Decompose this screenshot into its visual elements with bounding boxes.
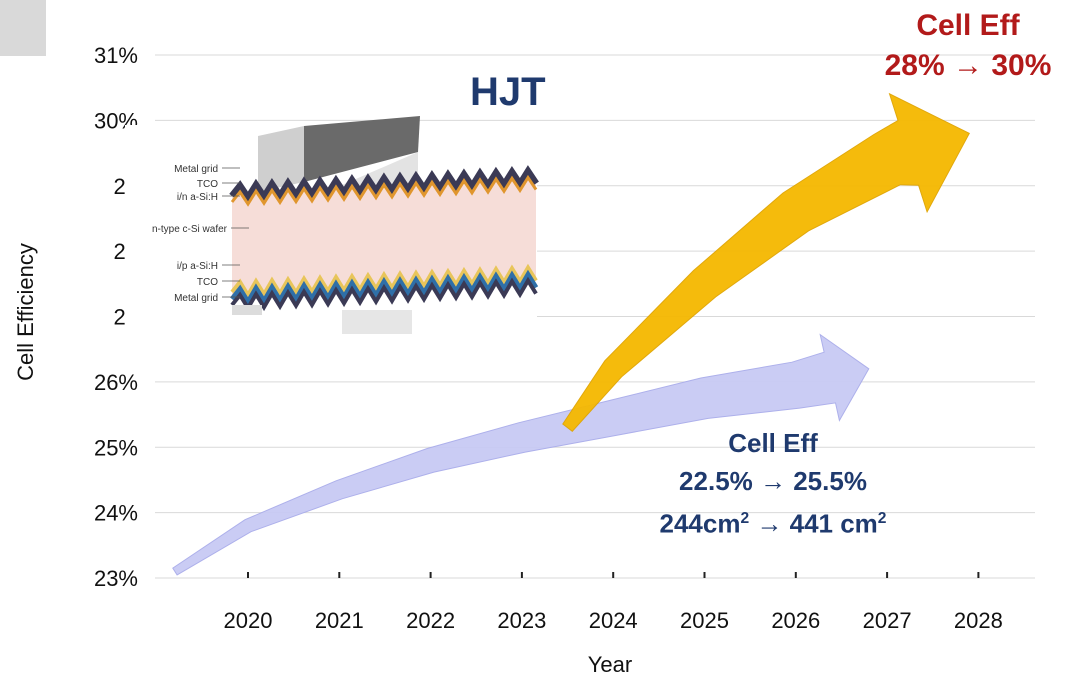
- y-tick-label: 26%: [94, 370, 138, 395]
- top-finger-left: [258, 126, 304, 192]
- diagram-label: TCO: [197, 277, 218, 288]
- diagram-label: n-type c-Si wafer: [152, 224, 228, 235]
- gold-label-line-1: Cell Eff: [916, 9, 1020, 42]
- bottom-finger-left: [232, 305, 262, 315]
- blue-series-annotation: Cell Eff 22.5% → 25.5% 244cm2 → 441 cm2: [660, 424, 887, 543]
- x-tick-label: 2022: [406, 608, 455, 633]
- blue-label-area-old: 244cm: [659, 508, 741, 539]
- x-axis-title: Year: [587, 652, 633, 677]
- top-finger-face: [304, 116, 420, 182]
- y-tick-label: 24%: [94, 501, 138, 526]
- diagram-label: Metal grid: [174, 293, 218, 304]
- chart-title: HJT: [470, 70, 546, 114]
- x-tick-label: 2021: [315, 608, 364, 633]
- slide-corner-decoration: [0, 0, 46, 56]
- y-tick-label: 25%: [94, 435, 138, 460]
- hjt-cell-diagram: Metal grid TCO i/n a-Si:H n-type c-Si wafer…: [125, 116, 539, 347]
- diagram-label: i/p a-Si:H: [177, 261, 218, 272]
- bottom-tco-layer: [230, 269, 539, 307]
- x-tick-label: 2023: [497, 608, 546, 633]
- blue-label-line-3: 244cm2 → 441 cm2: [660, 500, 887, 543]
- blue-label-area-new: → 441 cm: [749, 508, 878, 539]
- top-asi-layer: [230, 174, 538, 207]
- x-tick-label: 2027: [863, 608, 912, 633]
- y-axis-title: Cell Efficiency: [13, 243, 38, 381]
- x-tick-label: 2020: [224, 608, 273, 633]
- bottom-grid-layer: [230, 276, 538, 312]
- x-tick-label: 2025: [680, 608, 729, 633]
- gold-efficiency-arrow: [562, 92, 970, 432]
- blue-label-superscript-2: 2: [877, 510, 887, 527]
- y-tick-label: 31%: [94, 43, 138, 68]
- wafer-body: [232, 180, 536, 300]
- x-tick-label: 2028: [954, 608, 1003, 633]
- diagram-label: TCO: [197, 179, 218, 190]
- gold-label-line-2: 28% → 30%: [884, 49, 1052, 82]
- blue-efficiency-arrow: [172, 333, 870, 576]
- x-tick-label: 2026: [771, 608, 820, 633]
- x-tick-label: 2024: [589, 608, 638, 633]
- gold-series-annotation: Cell Eff 28% → 30%: [885, 6, 1052, 86]
- blue-label-superscript-1: 2: [740, 510, 750, 527]
- diagram-label: Metal grid: [174, 164, 218, 175]
- y-tick-label: 23%: [94, 566, 138, 591]
- diagram-label: i/n a-Si:H: [177, 192, 218, 203]
- bottom-asi-layer: [230, 263, 538, 299]
- blue-label-line-1: Cell Eff: [728, 428, 818, 458]
- top-tco-layer: [229, 165, 539, 205]
- blue-label-line-2: 22.5% → 25.5%: [679, 466, 867, 496]
- bottom-finger-right: [342, 310, 412, 334]
